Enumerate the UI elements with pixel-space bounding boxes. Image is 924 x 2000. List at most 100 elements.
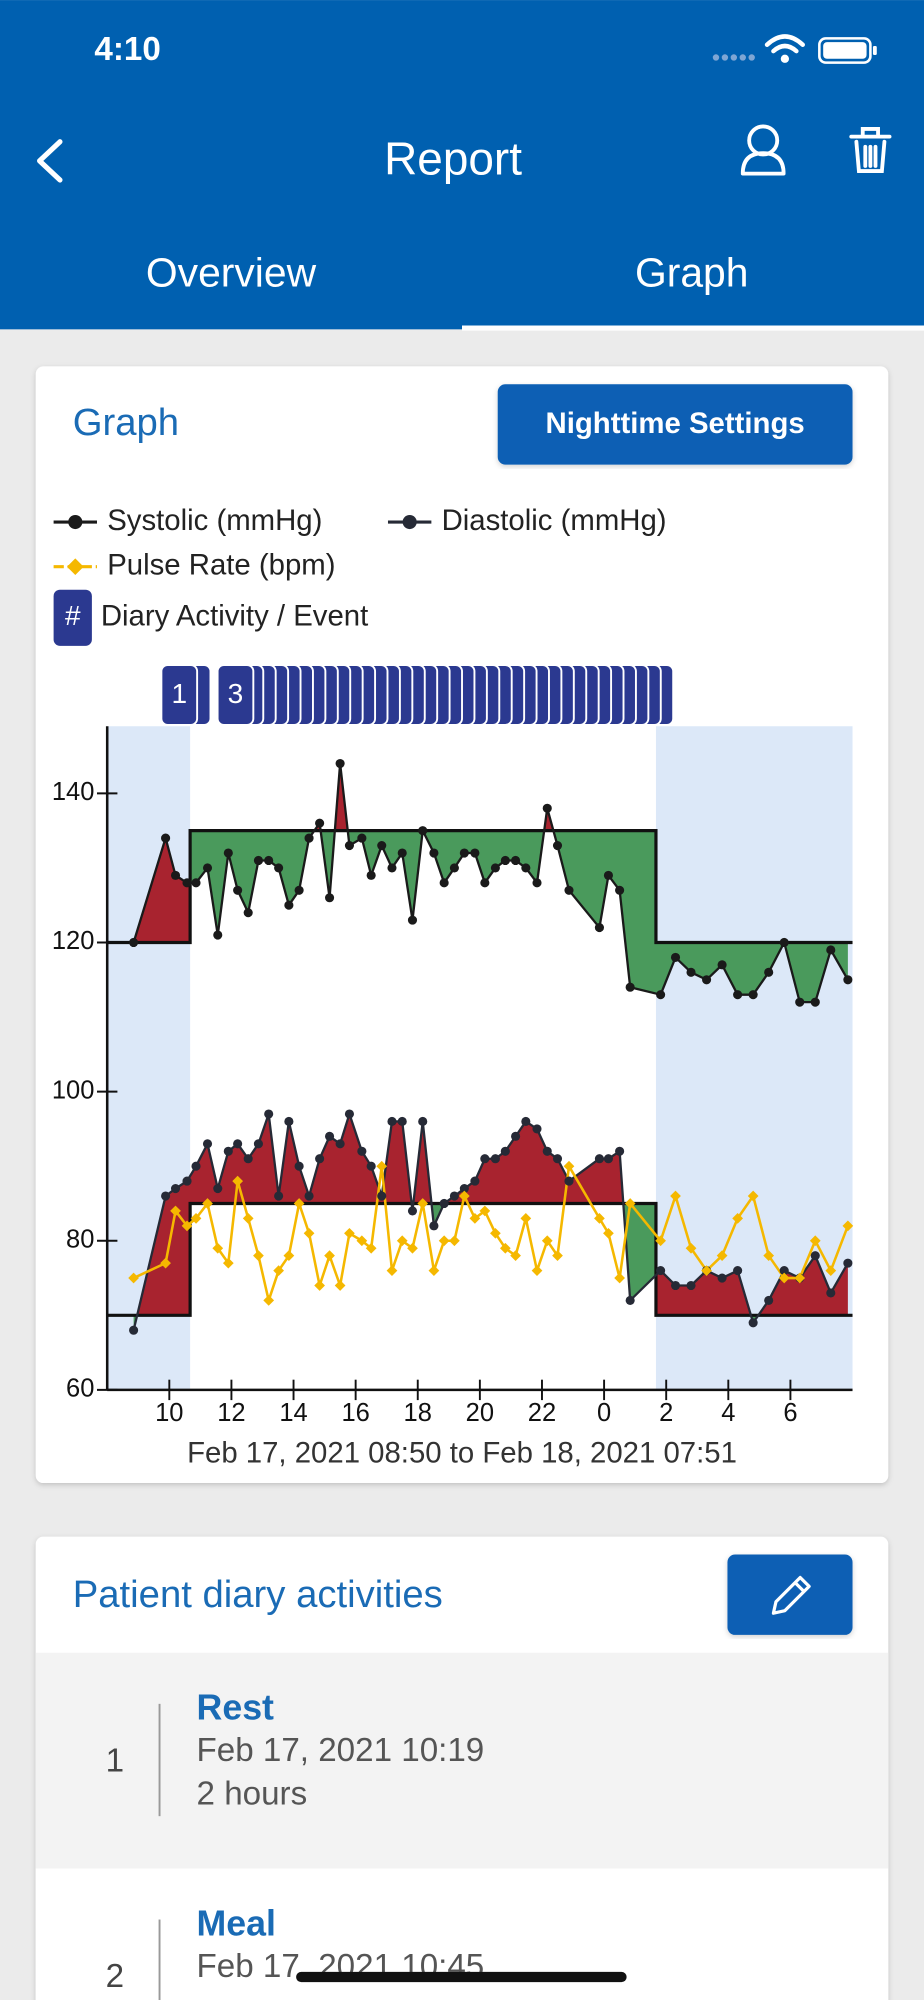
data-point <box>182 878 192 888</box>
x-tick-label: 22 <box>528 1399 556 1427</box>
data-point <box>325 893 335 903</box>
data-point <box>702 975 712 985</box>
data-point <box>243 1154 253 1164</box>
tab[interactable]: Graph <box>635 250 748 296</box>
x-tick-label: 4 <box>721 1399 735 1427</box>
data-point <box>396 1235 408 1247</box>
data-point <box>686 1280 696 1291</box>
data-point <box>213 930 223 940</box>
data-point <box>552 1154 563 1164</box>
data-point <box>397 848 407 858</box>
x-tick-label: 10 <box>155 1399 183 1427</box>
data-point <box>459 1184 469 1194</box>
data-point <box>795 997 805 1007</box>
legend-diary-symbol-box <box>53 589 92 646</box>
data-point <box>129 1325 139 1335</box>
data-point <box>366 1161 376 1171</box>
data-point <box>365 1242 377 1254</box>
data-point <box>264 855 274 866</box>
patient-button[interactable] <box>740 124 786 176</box>
series-line <box>132 762 849 1004</box>
data-point <box>273 1265 284 1276</box>
diary-title: Patient diary activities <box>73 1573 443 1616</box>
tab[interactable]: Overview <box>146 250 317 296</box>
data-point <box>264 1109 274 1119</box>
data-point <box>480 1154 490 1164</box>
back-button[interactable] <box>37 139 63 183</box>
diary-marker[interactable] <box>216 664 255 726</box>
data-point <box>284 900 294 910</box>
data-point <box>397 1116 407 1127</box>
data-point <box>733 990 743 1000</box>
data-point <box>779 1266 789 1276</box>
data-point <box>490 863 500 873</box>
data-point <box>449 1191 459 1201</box>
data-point <box>191 1161 201 1171</box>
data-point <box>810 1251 820 1261</box>
data-point <box>429 848 439 858</box>
data-point <box>325 1131 335 1141</box>
data-point <box>490 1227 501 1239</box>
x-tick-label: 0 <box>597 1399 611 1427</box>
legend-label: Systolic (mmHg) <box>107 504 322 537</box>
data-point <box>274 863 284 873</box>
data-point <box>366 870 376 880</box>
data-point <box>615 1146 625 1156</box>
data-point <box>500 1146 510 1156</box>
data-point <box>232 1175 243 1187</box>
status-time: 4:10 <box>94 31 160 68</box>
data-point <box>532 1124 542 1134</box>
data-point <box>843 975 853 985</box>
data-point <box>438 1235 450 1247</box>
data-point <box>655 1235 666 1247</box>
diary-duration: 2 hours <box>197 1776 308 1813</box>
data-point <box>376 1160 388 1172</box>
data-point <box>161 833 171 843</box>
x-tick-label: 14 <box>279 1399 307 1427</box>
data-point <box>470 848 480 858</box>
data-point <box>407 1206 418 1216</box>
y-tick-label: 140 <box>52 778 95 806</box>
data-point <box>490 1154 500 1164</box>
legend-diary-symbol: # <box>65 600 81 631</box>
data-point <box>407 1242 418 1254</box>
button-label: Nighttime Settings <box>546 407 805 440</box>
data-point <box>470 1176 480 1186</box>
y-tick-label: 100 <box>52 1076 95 1104</box>
nighttime-settings-button[interactable] <box>497 384 853 465</box>
data-point <box>233 885 243 895</box>
data-point <box>670 952 681 962</box>
data-point <box>428 1265 440 1276</box>
y-tick-label: 80 <box>66 1225 94 1253</box>
x-tick-label: 2 <box>659 1399 673 1427</box>
data-point <box>315 818 325 828</box>
diary-activity: Meal <box>197 1903 276 1943</box>
data-point <box>293 1198 305 1209</box>
data-point <box>511 855 521 866</box>
data-point <box>304 1191 314 1201</box>
data-point <box>748 1318 758 1328</box>
tab-bar: Overview Graph <box>146 250 924 331</box>
data-point <box>314 1280 325 1291</box>
data-point <box>357 833 367 843</box>
data-point <box>764 967 774 977</box>
data-point <box>223 1146 233 1156</box>
data-point <box>294 885 304 895</box>
diary-row[interactable] <box>35 1652 889 1869</box>
data-point <box>826 1288 836 1298</box>
data-point <box>499 1242 511 1254</box>
delete-button[interactable] <box>849 127 892 173</box>
diary-marker[interactable] <box>160 664 199 726</box>
data-point <box>532 878 542 888</box>
data-point <box>161 1191 171 1201</box>
data-point <box>603 870 613 880</box>
data-point <box>202 1198 213 1209</box>
data-point <box>842 1220 854 1232</box>
data-point <box>334 1280 346 1291</box>
data-point <box>191 878 201 888</box>
edit-button[interactable] <box>727 1554 853 1635</box>
data-point <box>521 863 531 873</box>
data-point <box>594 923 604 933</box>
